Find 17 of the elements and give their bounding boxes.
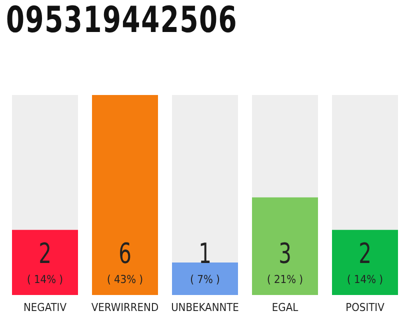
x-tick-label: POSITIV — [346, 300, 385, 314]
data-label: ( 14% ) — [26, 273, 64, 286]
bar — [172, 262, 238, 295]
data-label: ( 43% ) — [106, 273, 144, 286]
annotation: 3 — [278, 236, 292, 270]
data-label: ( 21% ) — [266, 273, 304, 286]
x-tick-label: NEGATIV — [24, 300, 67, 314]
data-label: ( 14% ) — [346, 273, 384, 286]
annotation: 2 — [358, 236, 372, 270]
annotation: 1 — [198, 236, 212, 270]
x-tick-label: EGAL — [272, 300, 299, 314]
annotation: 6 — [118, 236, 132, 270]
chart-title: 095319442506 — [6, 0, 238, 41]
x-tick-label: VERWIRREND — [91, 300, 159, 314]
data-label: ( 7% ) — [190, 273, 220, 286]
annotation: 2 — [38, 236, 52, 270]
x-tick-label: UNBEKANNTE — [171, 300, 239, 314]
